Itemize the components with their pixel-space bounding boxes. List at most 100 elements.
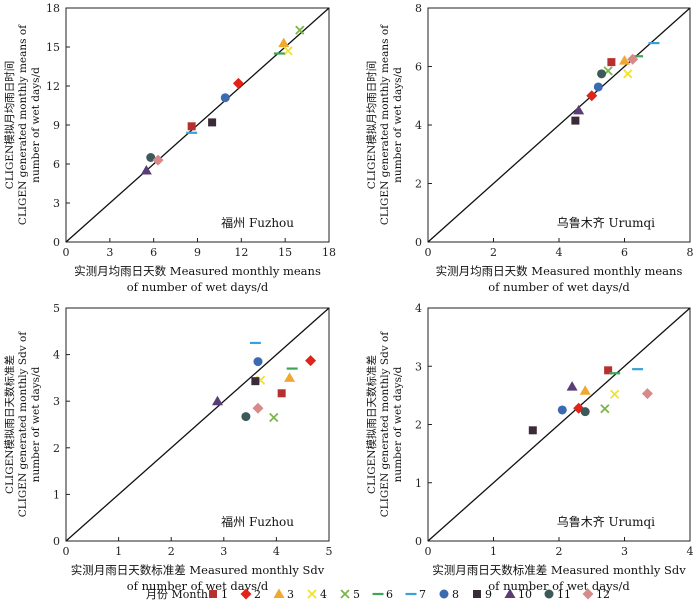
legend-marker-1 <box>209 590 217 598</box>
y-tick-label: 3 <box>53 197 60 210</box>
y-axis-label-line-3: number of wet days/d <box>30 366 42 482</box>
x-tick-label: 3 <box>106 246 113 259</box>
y-axis-label-line-2: CLIGEN generated monthly Sdv of <box>379 331 391 518</box>
y-tick-label: 2 <box>53 442 60 455</box>
legend-label-6: 6 <box>386 588 393 601</box>
y-axis-label-line-2: CLIGEN generated monthly means of <box>17 24 29 225</box>
y-tick-label: 18 <box>46 2 60 15</box>
legend-label-8: 8 <box>452 588 459 601</box>
x-tick-label: 3 <box>621 545 628 558</box>
one-to-one-line <box>65 307 330 542</box>
data-point-month-12 <box>627 53 639 65</box>
x-tick-label: 9 <box>194 246 201 259</box>
data-point-month-9 <box>208 118 217 127</box>
legend-label-3: 3 <box>287 588 294 601</box>
data-point-month-8 <box>220 93 230 103</box>
legend-item-6: 6 <box>372 588 393 601</box>
data-point-month-11 <box>241 412 251 422</box>
legend-marker-9 <box>473 590 481 598</box>
data-point-month-9 <box>528 426 537 435</box>
x-axis-label-line-2: of number of wet days/d <box>488 579 630 593</box>
y-tick-label: 3 <box>53 395 60 408</box>
legend-item-7: 7 <box>405 588 426 601</box>
chart-panel-2: 0 2 4 6 8 0 2 4 6 8 乌鲁木齐 Urumqi 实测月均雨日天数 Measured m… <box>365 2 694 294</box>
x-axis-label-line-1: 实测月均雨日天数 Measured monthly means <box>436 264 683 278</box>
x-axis-label-line-1: 实测月雨日天数标准差 Measured monthly Sdv <box>432 563 686 577</box>
chart-panel-3: 0 1 2 3 4 5 0 1 2 3 4 5 福州 Fuzhou 实测月雨日天数标准差 Measured… <box>3 302 333 593</box>
legend-item-8: 8 <box>439 588 459 601</box>
y-tick-label: 0 <box>53 535 60 548</box>
y-tick-label: 6 <box>53 158 60 171</box>
legend-label-7: 7 <box>419 588 426 601</box>
plot-frame <box>65 307 330 542</box>
y-tick-label: 5 <box>53 302 60 315</box>
data-point-month-11 <box>597 69 607 79</box>
y-axis-label-line-1: CLIGEN模拟雨日天数标准差 <box>365 355 378 494</box>
data-point-month-2 <box>586 90 598 102</box>
y-tick-label: 4 <box>53 349 60 362</box>
x-axis-label-line-2: of number of wet days/d <box>127 579 269 593</box>
x-tick-label: 0 <box>63 545 70 558</box>
data-point-month-10 <box>573 104 585 115</box>
one-to-one-line <box>427 307 691 542</box>
data-point-month-8 <box>593 82 603 92</box>
y-tick-label: 9 <box>53 119 60 132</box>
data-point-month-5 <box>269 412 279 423</box>
x-tick-label: 0 <box>425 545 432 558</box>
legend: 月份 Month 1 2 3 4 5 6 7 8 9 10 11 12 <box>146 588 610 601</box>
x-tick-label: 2 <box>490 246 497 259</box>
y-tick-label: 8 <box>415 2 422 15</box>
legend-label-9: 9 <box>485 588 492 601</box>
legend-item-5: 5 <box>340 588 360 601</box>
data-point-month-10 <box>211 395 223 406</box>
x-tick-label: 5 <box>326 545 333 558</box>
legend-item-9: 9 <box>473 588 492 601</box>
y-axis-label-line-2: CLIGEN generated monthly means of <box>379 24 391 225</box>
y-tick-label: 0 <box>415 535 422 548</box>
y-axis-label-line-3: number of wet days/d <box>392 366 404 482</box>
legend-item-4: 4 <box>307 588 327 601</box>
y-tick-label: 3 <box>415 360 422 373</box>
site-label: 福州 Fuzhou <box>221 215 294 230</box>
legend-label-11: 11 <box>557 588 571 601</box>
y-tick-label: 2 <box>415 419 422 432</box>
data-point-month-4 <box>610 389 620 399</box>
data-point-month-8 <box>253 357 263 367</box>
data-point-month-3 <box>284 372 296 382</box>
legend-label-10: 10 <box>518 588 532 601</box>
x-tick-label: 4 <box>273 545 280 558</box>
legend-item-2: 2 <box>240 588 261 601</box>
y-tick-label: 2 <box>415 178 422 191</box>
y-tick-label: 15 <box>46 41 60 54</box>
x-tick-label: 6 <box>621 246 628 259</box>
x-axis-label-line-2: of number of wet days/d <box>488 280 630 294</box>
legend-marker-2 <box>240 588 252 600</box>
x-tick-label: 1 <box>115 545 122 558</box>
x-tick-label: 1 <box>490 545 497 558</box>
y-axis-label-line-1: CLIGEN模拟雨日天数标准差 <box>3 355 16 494</box>
legend-item-1: 1 <box>209 588 228 601</box>
data-point-month-1 <box>607 58 616 67</box>
data-point-month-2 <box>232 77 244 89</box>
data-point-month-1 <box>187 122 196 131</box>
legend-marker-12 <box>582 588 594 600</box>
data-point-month-4 <box>623 69 633 79</box>
data-point-month-10 <box>566 381 578 391</box>
one-to-one-line <box>65 7 330 243</box>
site-label: 乌鲁木齐 Urumqi <box>557 514 655 529</box>
x-tick-label: 2 <box>556 545 563 558</box>
x-tick-label: 0 <box>425 246 432 259</box>
chart-panel-1: 0 3 6 9 12 15 18 0 3 6 9 12 15 18 福州 Fuzhou 实测月均雨日天数 Me… <box>3 2 336 294</box>
x-tick-label: 15 <box>278 246 292 259</box>
y-tick-label: 1 <box>415 477 422 490</box>
y-tick-label: 0 <box>53 236 60 249</box>
x-axis-label-line-1: 实测月均雨日天数 Measured monthly means <box>74 264 321 278</box>
data-point-month-12 <box>641 388 653 400</box>
legend-label-1: 1 <box>221 588 228 601</box>
x-tick-label: 0 <box>63 246 70 259</box>
data-point-month-12 <box>252 402 264 414</box>
site-label: 福州 Fuzhou <box>221 514 294 529</box>
data-point-month-2 <box>305 355 317 367</box>
data-point-month-8 <box>557 405 567 415</box>
x-tick-label: 6 <box>150 246 157 259</box>
